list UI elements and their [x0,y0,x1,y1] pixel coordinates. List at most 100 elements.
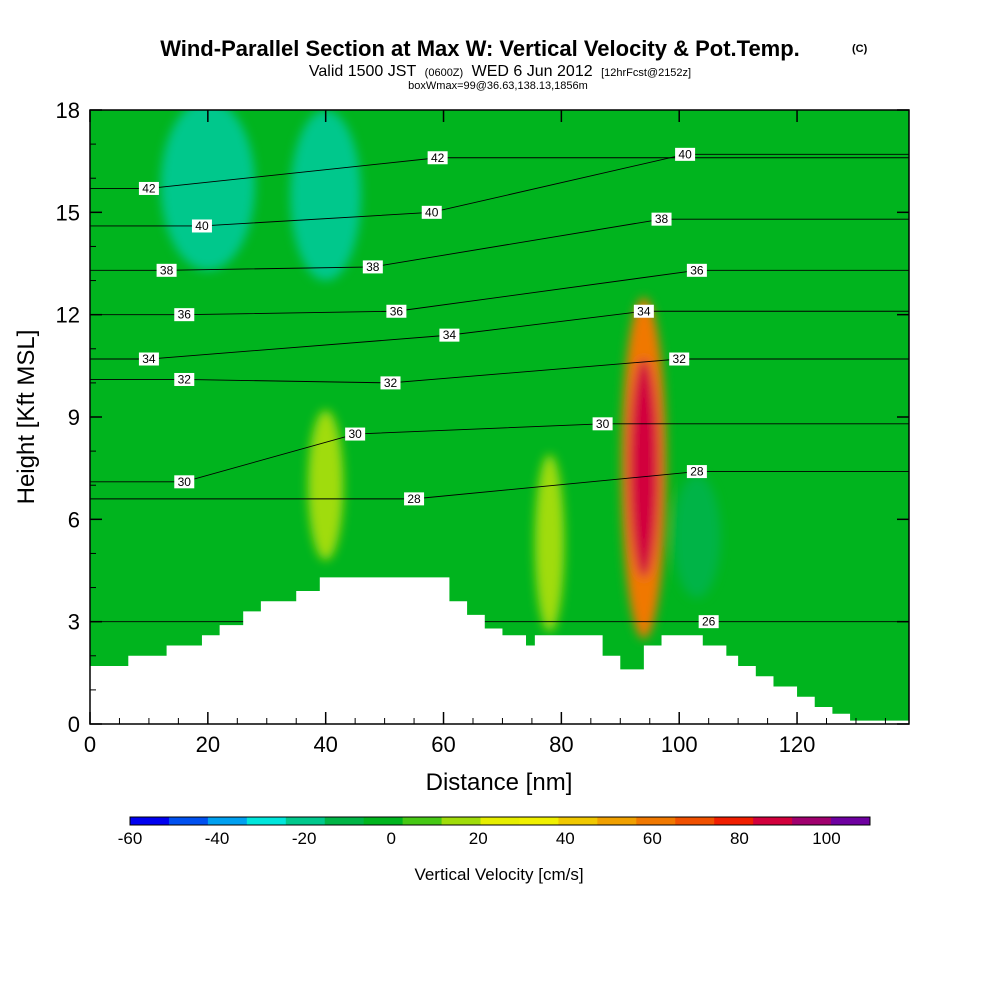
y-tick-label: 0 [68,712,80,737]
colorbar-swatch [558,817,598,825]
y-tick-label: 15 [56,200,80,225]
title-mark: (C) [852,43,868,55]
chart-subtitle-2: boxWmax=99@36.63,138.13,1856m [408,80,588,92]
terrain-mask [90,577,909,724]
colorbar-swatch [753,817,793,825]
contour-label-text: 36 [178,308,192,322]
contour-label-text: 36 [690,263,704,277]
x-tick-label: 100 [661,732,698,757]
colorbar-swatch [480,817,520,825]
contour-label: 40 [421,205,442,219]
x-tick-label: 80 [549,732,573,757]
x-tick-label: 60 [431,732,455,757]
x-tick-label: 40 [313,732,337,757]
velocity-cell [629,359,659,578]
contour-label-box [439,328,460,342]
contour-label-text: 34 [443,328,457,342]
velocity-cell [160,110,255,271]
y-tick-label: 9 [68,405,80,430]
contour-label-text: 26 [702,615,716,629]
velocity-cell [673,474,721,598]
theta-contour-line [90,471,909,500]
colorbar-tick-label: 20 [469,829,488,848]
colorbar-swatch [363,817,404,825]
contour-label: 34 [439,328,460,342]
contour-label: 38 [156,263,177,277]
contour-label: 34 [633,304,654,318]
contour-label: 36 [386,304,407,318]
contour-label-box [174,372,195,386]
contour-label-box [362,260,383,274]
contour-label-box [404,492,425,506]
contour-label-text: 34 [142,352,156,366]
contour-label-box [138,181,159,195]
contour-label: 32 [174,372,195,386]
contour-label: 28 [404,492,425,506]
y-tick-label: 18 [56,98,80,123]
plot-area: 26 28 28 30 30 30 32 32 32 34 34 34 36 36 36 38 38 38 40 40… [90,110,909,724]
velocity-field [160,110,721,639]
colorbar-swatch [714,817,754,825]
colorbar-tick-label: 0 [386,829,395,848]
contour-label: 30 [174,475,195,489]
contour-label-box [380,376,401,390]
contour-label-box [686,263,707,277]
colorbar-title: Vertical Velocity [cm/s] [414,865,583,884]
contour-label: 26 [698,615,719,629]
colorbar-tick-label: 100 [812,829,840,848]
velocity-cell [308,410,344,561]
contour-label: 42 [138,181,159,195]
contour-label: 32 [380,376,401,390]
colorbar-tick-label: -60 [118,829,143,848]
colorbar-swatch [636,817,676,825]
x-tick-label: 120 [779,732,816,757]
contour-label-box [156,263,177,277]
contour-label-text: 28 [407,492,421,506]
contour-label: 32 [669,352,690,366]
contour-label-box [669,352,690,366]
contour-label: 30 [592,417,613,431]
colorbar-swatch [207,817,248,825]
colorbar-swatch [246,817,287,825]
contour-label: 40 [191,219,212,233]
contour-label: 34 [138,352,159,366]
subtitle-date: WED 6 Jun 2012 [472,63,593,80]
colorbar-swatch [675,817,715,825]
colorbar-tick-label: 60 [643,829,662,848]
chart-title: Wind-Parallel Section at Max W: Vertical… [160,36,800,61]
contour-label: 30 [345,427,366,441]
contour-label-text: 32 [673,352,687,366]
contour-label-text: 42 [431,151,445,165]
colorbar-swatch [441,817,482,825]
colorbar-swatch [130,817,170,825]
contour-label: 42 [427,151,448,165]
y-tick-label: 6 [68,507,80,532]
contour-label-box [421,205,442,219]
colorbar-tick-label: 80 [730,829,749,848]
contour-label-text: 40 [425,205,439,219]
contour-label-text: 32 [178,372,192,386]
contour-label: 28 [686,465,707,479]
y-tick-label: 12 [56,303,80,328]
contour-label-text: 40 [195,219,209,233]
contour-label-text: 28 [690,465,704,479]
contour-label-box [138,352,159,366]
colorbar-swatch [519,817,559,825]
chart-subtitle: Valid 1500 JST (0600Z) WED 6 Jun 2012 [1… [309,63,691,80]
x-tick-label: 20 [196,732,220,757]
subtitle-utc: (0600Z) [425,67,464,79]
velocity-cell [290,110,362,281]
colorbar-swatch [831,817,871,825]
contour-labels: 26 28 28 30 30 30 32 32 32 34 34 34 36 36 36 38 38 38 40 40… [138,147,719,629]
colorbar-frame [129,816,871,826]
contour-label-box [174,475,195,489]
contour-label-box [686,465,707,479]
subtitle-valid: Valid 1500 JST [309,63,417,80]
contour-label: 40 [675,147,696,161]
contour-label-text: 30 [348,427,362,441]
colorbar-tick-label: -40 [205,829,230,848]
contour-label-box [651,212,672,226]
contour-label-box [633,304,654,318]
